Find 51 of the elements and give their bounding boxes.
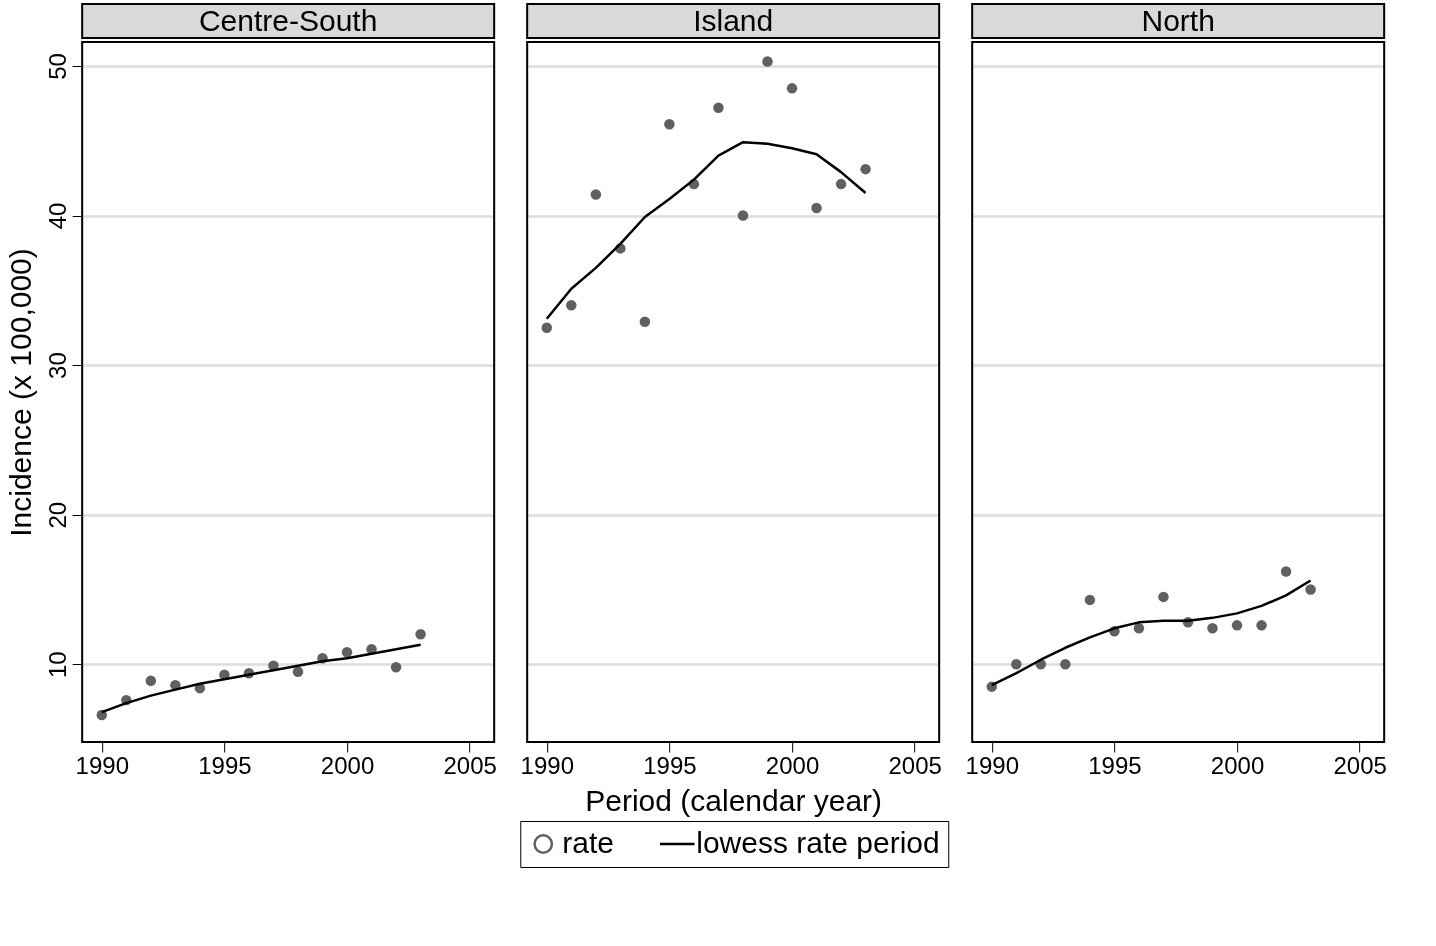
point	[811, 202, 822, 214]
legend-label: rate	[562, 826, 614, 859]
x-tick-label: 1995	[1088, 751, 1142, 779]
x-tick-label: 2005	[443, 751, 497, 779]
point	[1207, 623, 1218, 634]
chart-title: North	[1141, 4, 1215, 37]
point	[786, 83, 798, 94]
x-axis-title: Period (calendar year)	[585, 783, 883, 817]
x-tick-label: 2000	[1210, 751, 1265, 779]
point	[292, 666, 304, 677]
chart-title: Island	[693, 4, 774, 37]
y-tick-label: 10	[43, 651, 71, 679]
x-tick-label: 1990	[520, 751, 574, 779]
x-tick-label: 2005	[1333, 751, 1387, 779]
point	[566, 300, 577, 311]
x-tick-label: 1990	[75, 751, 129, 779]
point	[1305, 584, 1316, 595]
point	[762, 56, 773, 67]
point	[713, 102, 724, 114]
point	[639, 316, 651, 327]
point	[1256, 620, 1267, 631]
point	[1060, 658, 1071, 670]
y-axis-title: Incidence (x 100,000)	[3, 248, 37, 537]
point	[1280, 566, 1292, 577]
point	[835, 178, 847, 190]
x-tick-label: 2000	[765, 751, 820, 779]
point	[145, 675, 157, 686]
x-tick-label: 1995	[198, 751, 252, 779]
point	[1011, 658, 1022, 670]
point	[415, 629, 426, 640]
y-tick-label: 50	[43, 53, 71, 80]
point	[541, 322, 553, 333]
chart-title: Centre-South	[198, 4, 378, 37]
y-tick-label: 40	[43, 202, 71, 230]
point	[341, 647, 353, 658]
point	[1231, 620, 1243, 631]
y-tick-label: 30	[43, 352, 71, 379]
point	[664, 119, 675, 130]
point	[1133, 623, 1145, 634]
y-tick-label: 20	[43, 501, 71, 529]
point	[590, 189, 602, 200]
point	[860, 163, 871, 175]
x-tick-label: 2000	[320, 751, 375, 779]
point	[390, 661, 402, 673]
point	[1158, 591, 1169, 603]
x-tick-label: 2005	[888, 751, 942, 779]
point	[1084, 594, 1096, 606]
x-tick-label: 1990	[965, 751, 1019, 779]
legend-label: lowess rate period	[696, 826, 940, 859]
x-tick-label: 1995	[643, 751, 697, 779]
point	[737, 210, 749, 221]
